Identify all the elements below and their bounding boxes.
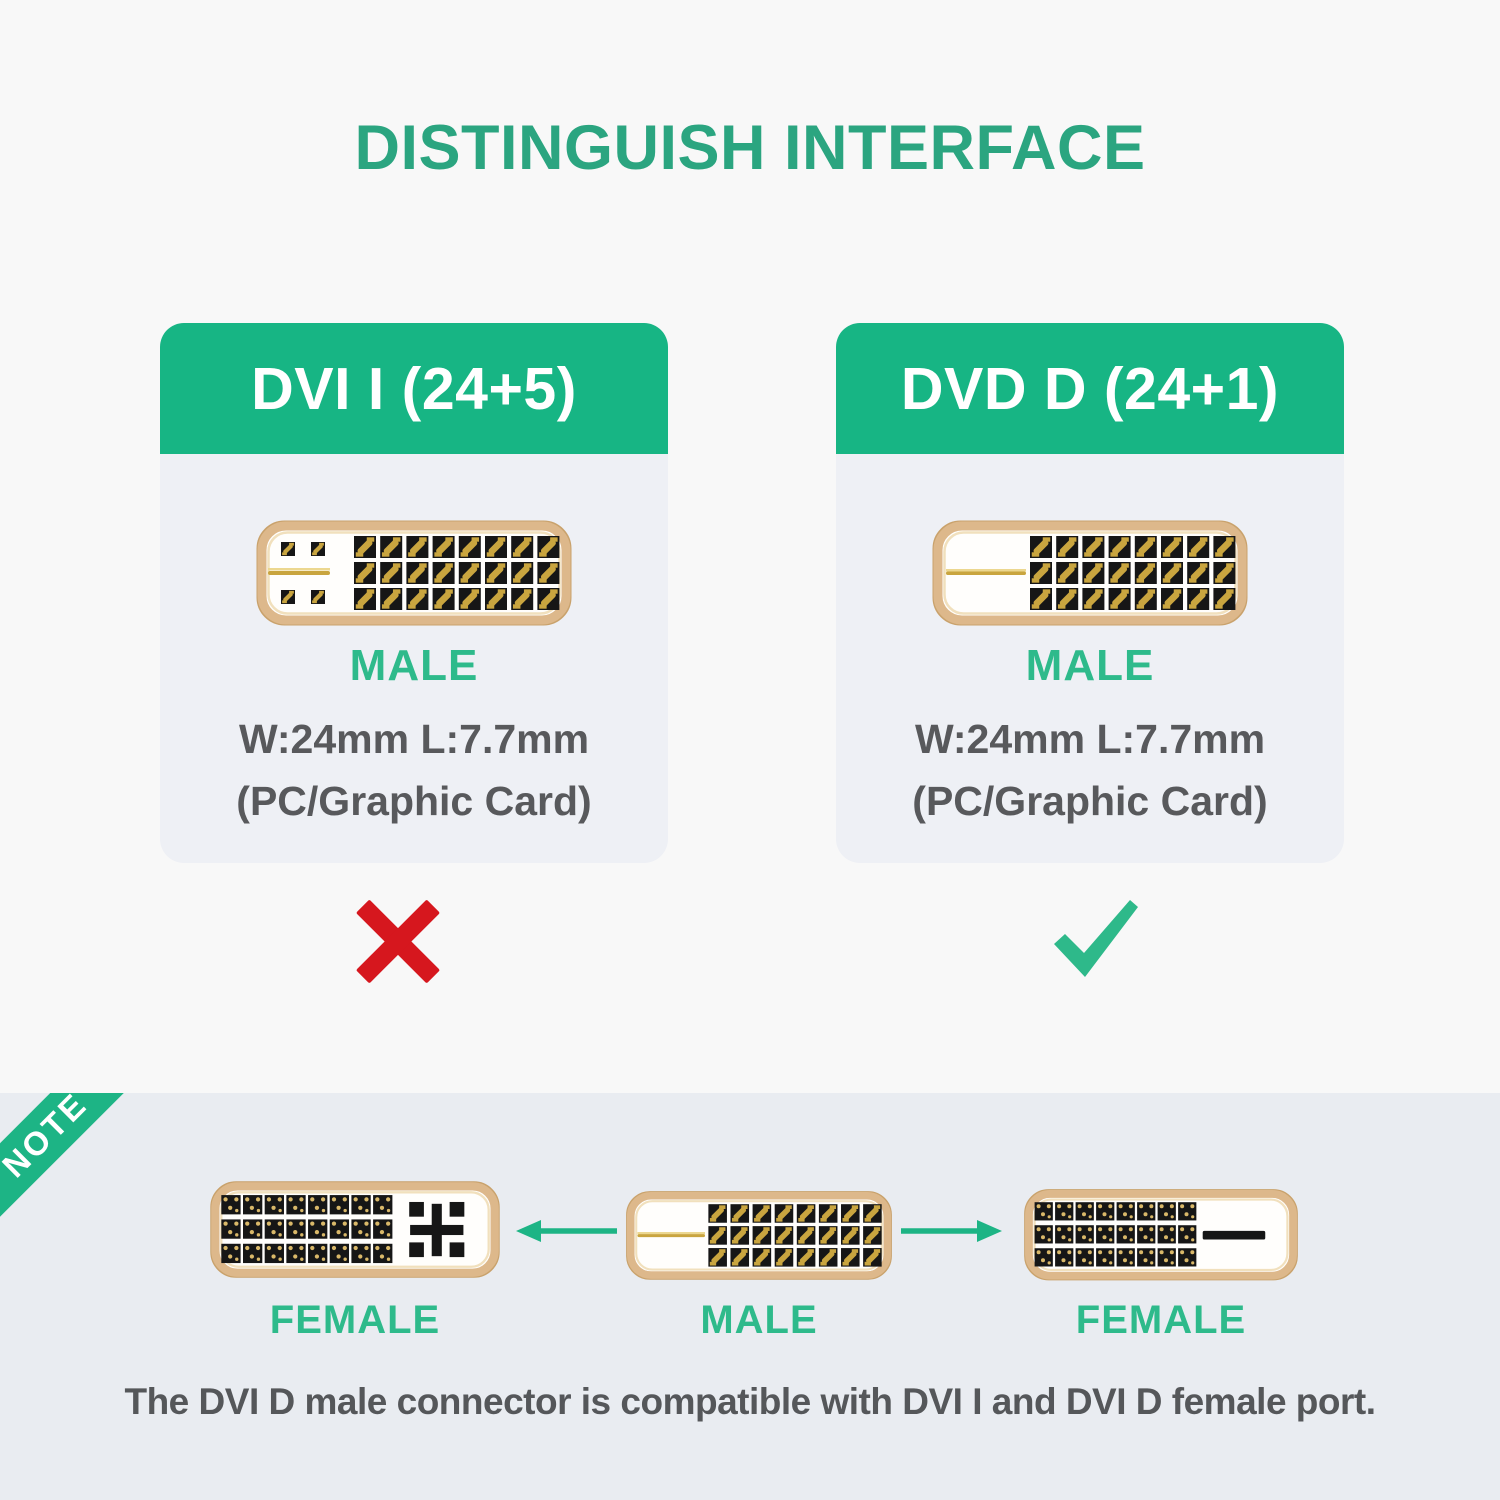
dvi-i-female-connector-image xyxy=(208,1179,502,1280)
usage-label: (PC/Graphic Card) xyxy=(236,778,592,824)
note-connector-label: FEMALE xyxy=(269,1298,441,1342)
note-ribbon-label: NOTE xyxy=(0,1093,95,1185)
card-dvi-d: DVD D (24+1) MALE W:24mm L:7.7mm (PC/Gra… xyxy=(836,323,1344,863)
gender-label: MALE xyxy=(1025,641,1155,690)
green-check-icon xyxy=(1048,896,1142,982)
note-ribbon: NOTE xyxy=(0,1093,149,1239)
note-connector-label: MALE xyxy=(700,1298,818,1342)
dvi-i-male-connector-image xyxy=(254,518,574,628)
dimensions-label: W:24mm L:7.7mm xyxy=(914,716,1266,762)
card-dvi-i-body: MALE W:24mm L:7.7mm (PC/Graphic Card) xyxy=(160,518,668,825)
arrow-right-icon xyxy=(898,1217,1004,1245)
usage-label: (PC/Graphic Card) xyxy=(912,778,1268,824)
dvi-d-male-connector-image xyxy=(624,1189,894,1282)
dimensions-label: W:24mm L:7.7mm xyxy=(238,716,590,762)
red-x-icon xyxy=(355,899,441,984)
gender-label: MALE xyxy=(349,641,479,690)
note-connector-label: FEMALE xyxy=(1075,1298,1247,1342)
dvi-d-male-connector-image xyxy=(930,518,1250,628)
arrow-left-icon xyxy=(514,1217,620,1245)
card-dvi-i: DVI I (24+5) MALE W:24mm L:7.7mm (PC/Gra… xyxy=(160,323,668,863)
card-dvi-i-header: DVI I (24+5) xyxy=(160,323,668,454)
card-dvi-d-header: DVD D (24+1) xyxy=(836,323,1344,454)
card-dvi-d-body: MALE W:24mm L:7.7mm (PC/Graphic Card) xyxy=(836,518,1344,825)
page-title: DISTINGUISH INTERFACE xyxy=(354,113,1146,183)
dvi-d-female-connector-image xyxy=(1022,1187,1300,1283)
note-section: NOTE FEMALE MALE FEMALE The DVI D male c… xyxy=(0,1093,1500,1500)
note-caption: The DVI D male connector is compatible w… xyxy=(124,1381,1376,1422)
